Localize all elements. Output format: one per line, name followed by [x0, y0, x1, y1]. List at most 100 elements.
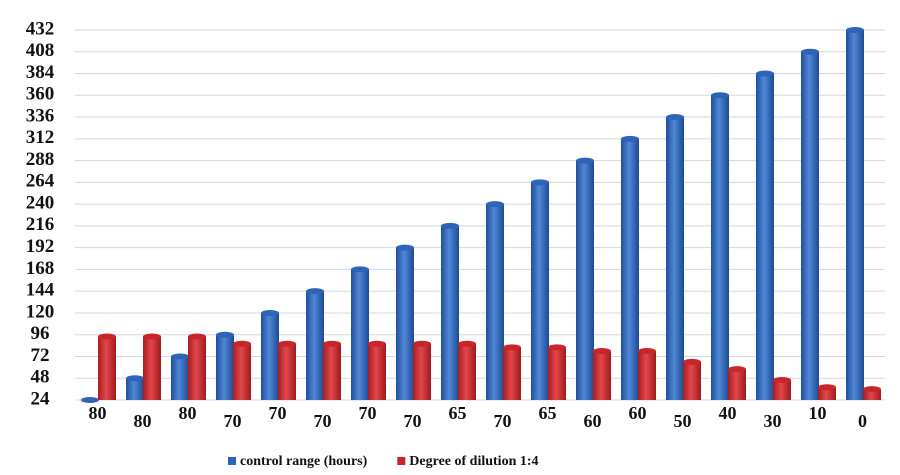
- bar-cap: [548, 344, 566, 351]
- bar: [261, 312, 279, 400]
- bar-cap: [323, 340, 341, 347]
- bar-cap: [728, 366, 746, 373]
- bar-cap: [531, 179, 549, 186]
- bar: [621, 138, 639, 400]
- bar-cap: [216, 331, 234, 338]
- y-tick-label: 360: [26, 84, 55, 105]
- bar-cap: [711, 92, 729, 99]
- x-tick-label: 30: [764, 411, 782, 431]
- bar: [368, 343, 386, 400]
- bar-cap: [756, 70, 774, 77]
- bar-cap: [621, 135, 639, 142]
- x-tick-label: 60: [584, 411, 602, 431]
- x-tick-label: 80: [89, 403, 107, 423]
- bar: [531, 182, 549, 400]
- y-tick-label: 96: [31, 323, 50, 344]
- x-tick-label: 60: [629, 403, 647, 423]
- x-tick-label: 70: [404, 411, 422, 431]
- bar-cap: [576, 157, 594, 164]
- bar-cap: [188, 333, 206, 340]
- bar: [638, 351, 656, 400]
- x-tick-label: 70: [314, 411, 332, 431]
- bar-cap: [413, 340, 431, 347]
- bar-cap: [278, 340, 296, 347]
- x-tick-label: 65: [539, 403, 557, 423]
- y-tick-label: 432: [26, 18, 55, 39]
- bar-cap: [593, 348, 611, 355]
- y-tick-label: 408: [26, 40, 55, 61]
- y-tick-label: 336: [26, 105, 55, 126]
- bar: [683, 361, 701, 400]
- bar-cap: [638, 348, 656, 355]
- y-tick-label: 168: [26, 258, 55, 279]
- bar: [351, 269, 369, 400]
- bar: [323, 343, 341, 400]
- bar-cap: [98, 333, 116, 340]
- bar: [728, 369, 746, 400]
- bar: [863, 389, 881, 400]
- bar-cap: [396, 244, 414, 251]
- bar: [801, 51, 819, 400]
- bar: [233, 343, 251, 400]
- y-tick-label: 312: [26, 127, 55, 148]
- bar-cap: [261, 309, 279, 316]
- bar-cap: [666, 114, 684, 121]
- bar: [666, 117, 684, 400]
- bar-cap: [503, 344, 521, 351]
- x-tick-label: 50: [674, 411, 692, 431]
- x-tick-label: 70: [494, 411, 512, 431]
- bar: [756, 73, 774, 400]
- y-tick-label: 48: [31, 367, 50, 388]
- bar-cap: [818, 384, 836, 391]
- bar-cap: [306, 288, 324, 295]
- bar: [818, 387, 836, 400]
- x-tick-label: 70: [269, 403, 287, 423]
- bar: [396, 247, 414, 400]
- x-tick-label: 0: [858, 411, 867, 431]
- bar: [846, 30, 864, 400]
- legend-label: control range (hours): [240, 454, 368, 469]
- bar-cap: [81, 397, 99, 403]
- bar-cap: [351, 266, 369, 273]
- bar-cap: [441, 222, 459, 229]
- bar: [278, 343, 296, 400]
- bar: [711, 95, 729, 400]
- bar: [143, 336, 161, 400]
- x-tick-label: 80: [179, 403, 197, 423]
- x-tick-label: 70: [359, 403, 377, 423]
- y-tick-label: 216: [26, 214, 55, 235]
- x-tick-label: 80: [134, 411, 152, 431]
- bar: [413, 343, 431, 400]
- bar: [171, 356, 189, 400]
- y-tick-label: 72: [31, 345, 50, 366]
- x-tick-label: 70: [224, 411, 242, 431]
- y-tick-label: 192: [26, 236, 55, 257]
- bar: [188, 336, 206, 400]
- bar: [593, 351, 611, 400]
- y-tick-label: 120: [26, 301, 55, 322]
- bar: [486, 204, 504, 400]
- bar: [458, 343, 476, 400]
- x-tick-label: 10: [809, 403, 827, 423]
- y-tick-label: 144: [26, 280, 55, 301]
- bar: [441, 225, 459, 400]
- bar: [126, 378, 144, 400]
- y-tick-label: 264: [26, 171, 55, 192]
- bar-cap: [368, 340, 386, 347]
- bar: [98, 336, 116, 400]
- bar-cap: [233, 340, 251, 347]
- bar-cap: [863, 386, 881, 393]
- bar: [503, 347, 521, 400]
- bar-cap: [486, 201, 504, 208]
- y-tick-label: 384: [26, 62, 55, 83]
- legend-swatch: [228, 457, 236, 465]
- bar-cap: [846, 27, 864, 33]
- y-tick-label: 240: [26, 192, 55, 213]
- bar: [216, 334, 234, 400]
- bar: [576, 160, 594, 400]
- legend-label: Degree of dilution 1:4: [409, 454, 538, 469]
- bar: [306, 291, 324, 400]
- y-tick-label: 288: [26, 149, 55, 170]
- x-tick-label: 40: [719, 403, 737, 423]
